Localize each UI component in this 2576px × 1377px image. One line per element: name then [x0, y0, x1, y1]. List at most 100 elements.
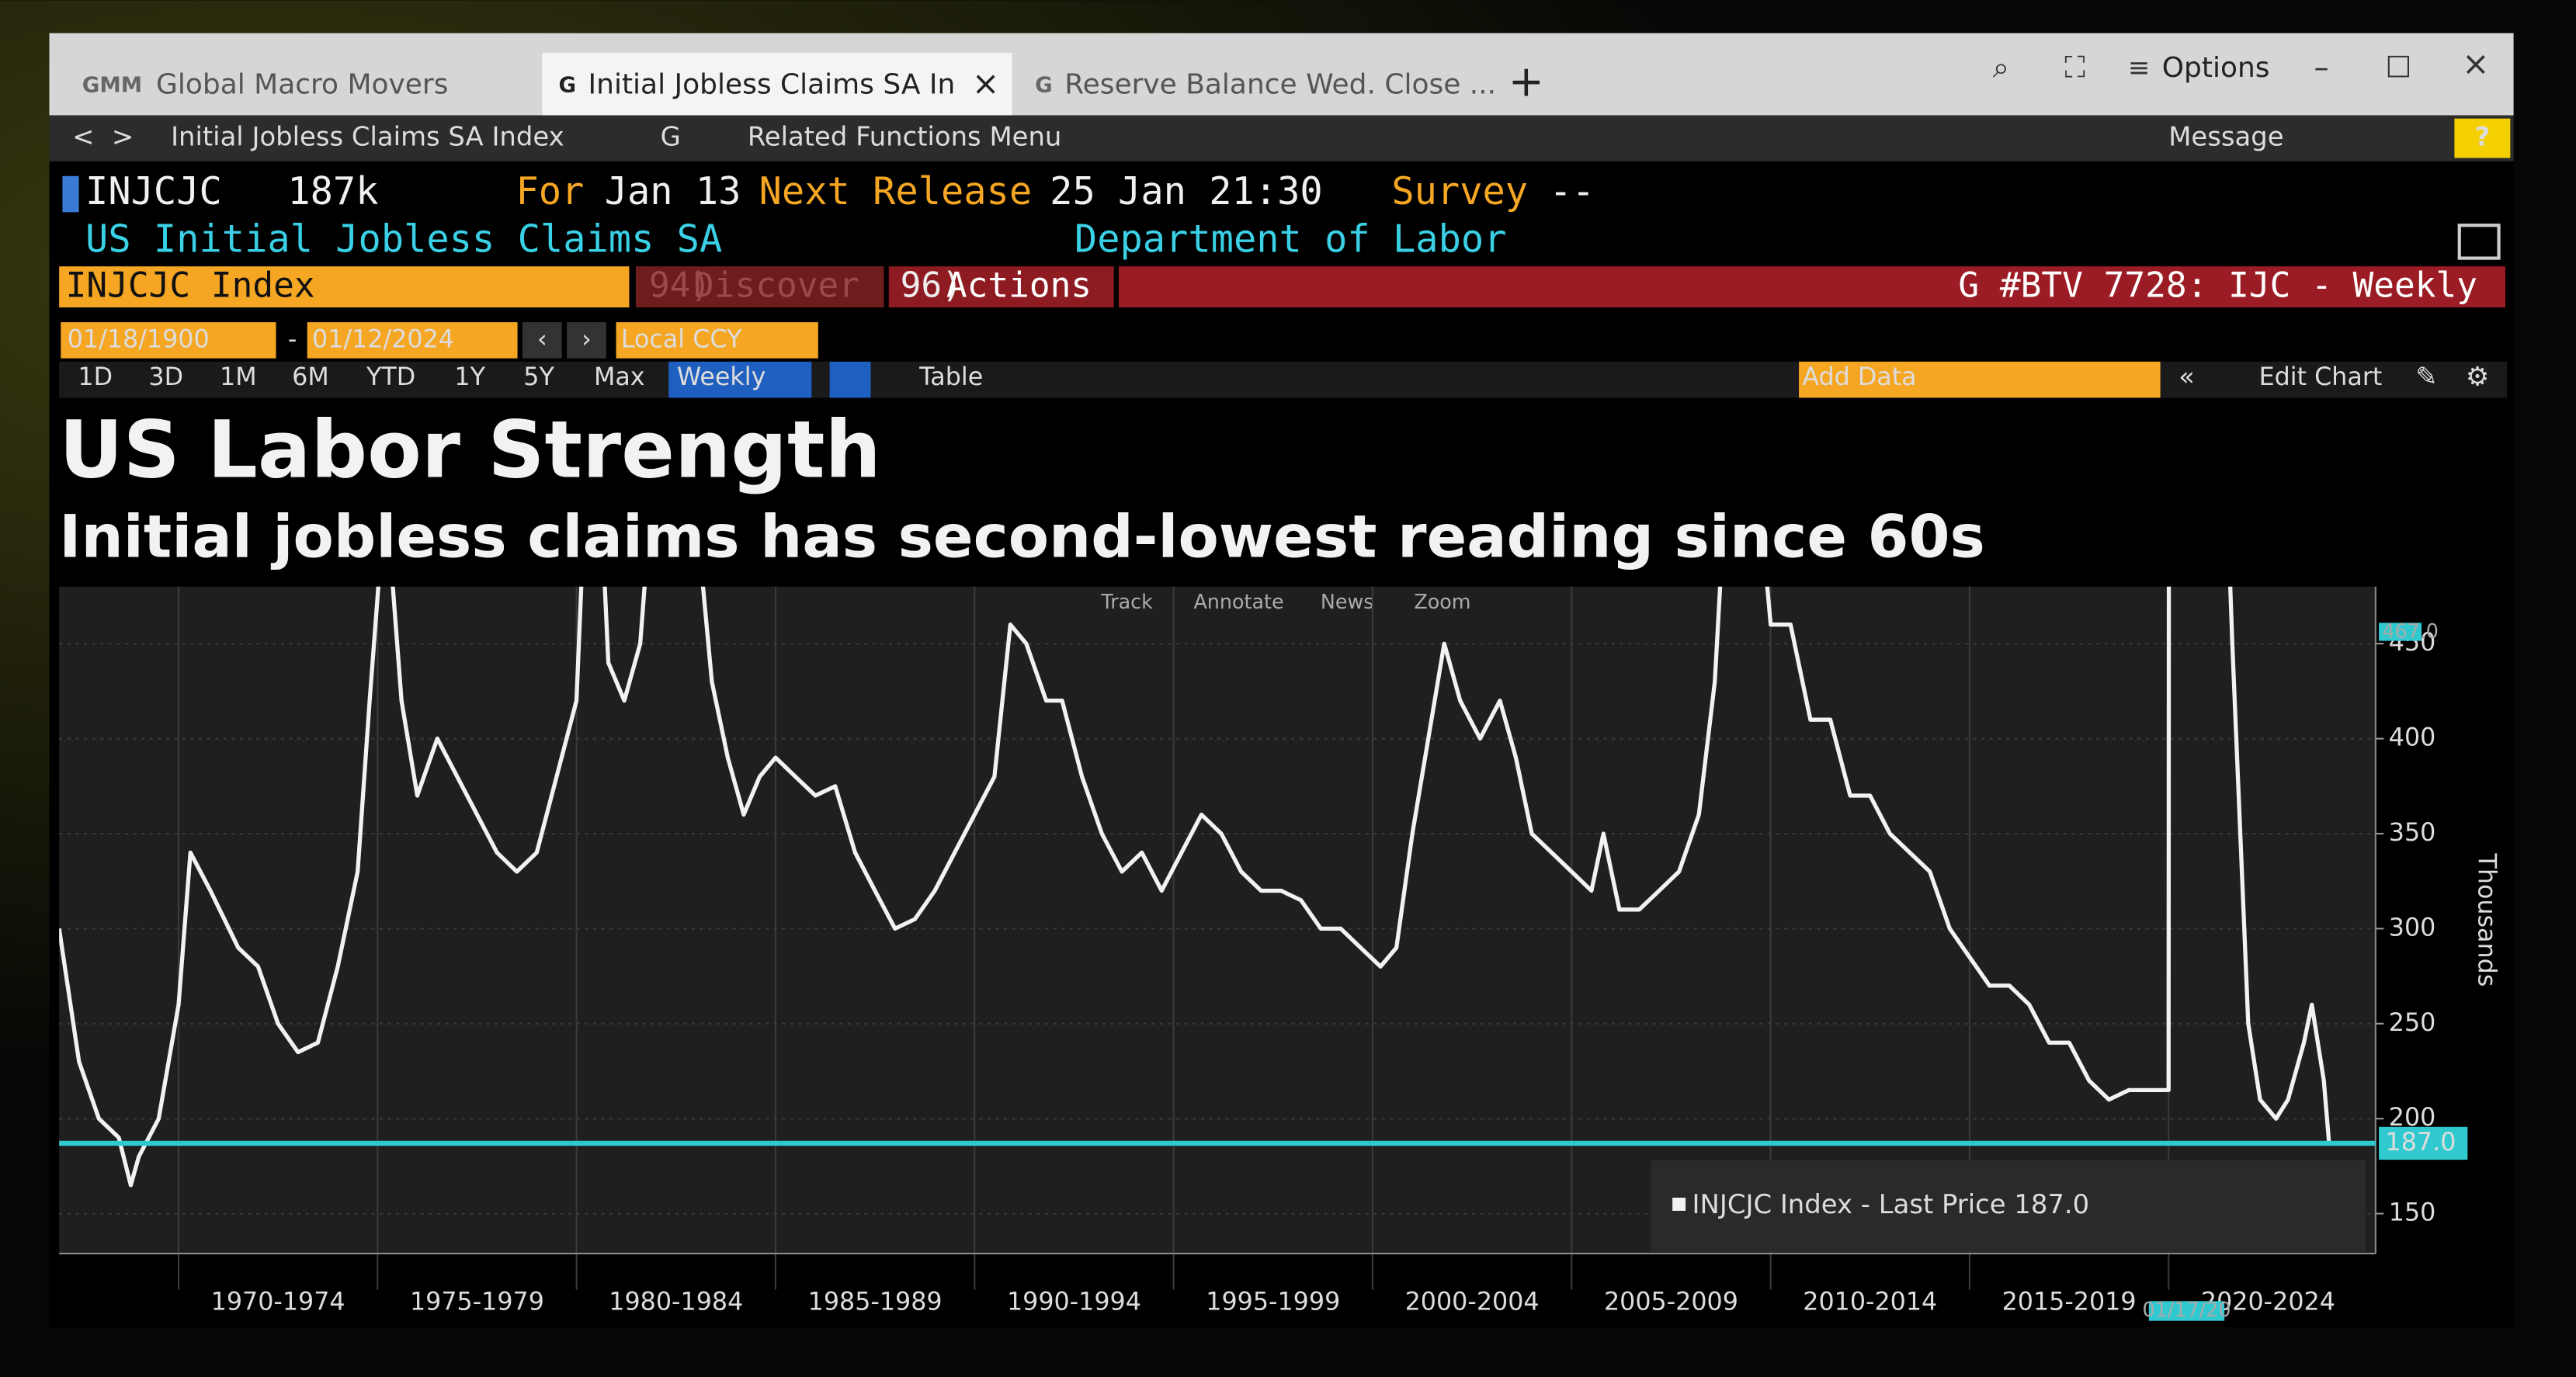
- close-tab[interactable]: ×: [972, 64, 999, 102]
- period-button[interactable]: 1M: [220, 363, 257, 391]
- close-window[interactable]: ×: [2462, 45, 2489, 83]
- add-data-box[interactable]: [1799, 361, 2161, 398]
- function-label: G #BTV 7728: IJC - Weekly: [1958, 266, 2477, 306]
- discover-label[interactable]: Discover: [693, 266, 859, 306]
- actions-label[interactable]: Actions: [946, 266, 1092, 306]
- x-tick-label: 2005-2009: [1604, 1288, 1738, 1316]
- settings-icon[interactable]: ⚙: [2466, 362, 2489, 392]
- chart-tool[interactable]: Track: [1100, 590, 1153, 613]
- frequency-button[interactable]: [668, 361, 812, 398]
- cursor-x-label: 01/17/20: [2143, 1298, 2231, 1321]
- end-date-box[interactable]: [307, 322, 518, 359]
- function-bar: [1119, 266, 2506, 308]
- next-button[interactable]: [567, 322, 606, 359]
- active-tab[interactable]: [542, 53, 1012, 116]
- period-button[interactable]: 1Y: [454, 363, 485, 391]
- maximize[interactable]: ☐: [2385, 50, 2411, 85]
- cursor-y-label: 467.0: [2382, 619, 2439, 643]
- chart-title: US Labor Strength: [59, 404, 881, 495]
- help-button[interactable]: [2454, 118, 2511, 158]
- table-button[interactable]: Table: [918, 363, 983, 391]
- x-tick-label: 2010-2014: [1803, 1288, 1937, 1316]
- plot-area: [59, 586, 2376, 1254]
- frequency-label[interactable]: Weekly: [677, 363, 766, 391]
- period-button[interactable]: 1D: [78, 363, 113, 391]
- security-name: US Initial Jobless Claims SA: [85, 217, 722, 261]
- prev-arrow[interactable]: ‹: [537, 325, 547, 353]
- period-button[interactable]: 6M: [292, 363, 329, 391]
- new-tab[interactable]: +: [1508, 56, 1544, 106]
- security-field[interactable]: INJCJC Index: [66, 266, 315, 306]
- discover-code[interactable]: 94): [649, 266, 711, 306]
- x-tick-label: 1985-1989: [808, 1288, 943, 1316]
- tab-label[interactable]: Initial Jobless Claims SA In: [588, 68, 956, 100]
- chart-tool[interactable]: Annotate: [1193, 590, 1283, 613]
- actions-button[interactable]: [888, 266, 1114, 308]
- discover-button[interactable]: [635, 266, 884, 308]
- x-tick-label: 1980-1984: [609, 1288, 743, 1316]
- chart-tool[interactable]: Zoom: [1414, 590, 1470, 613]
- collapse-icon[interactable]: «: [2178, 362, 2195, 392]
- x-tick-label: 1970-1974: [211, 1288, 345, 1316]
- next-arrow[interactable]: ›: [582, 325, 592, 353]
- tab-code[interactable]: GMM: [82, 72, 142, 97]
- x-tick-label: 1975-1979: [410, 1288, 544, 1316]
- chart-type-button[interactable]: [829, 361, 871, 398]
- legend-swatch: [1672, 1197, 1686, 1211]
- security-menu[interactable]: Initial Jobless Claims SA Index: [171, 122, 564, 152]
- series-line: [59, 586, 2331, 1188]
- tab-code[interactable]: G: [558, 72, 576, 97]
- chart-tool[interactable]: News: [1321, 590, 1374, 613]
- expand-icon[interactable]: ⛶: [2064, 50, 2085, 85]
- last-value-tag: [2379, 1126, 2468, 1160]
- function-menu[interactable]: G: [661, 122, 681, 152]
- ticker: INJCJC: [85, 170, 222, 213]
- period-button[interactable]: 5Y: [523, 363, 554, 391]
- end-date[interactable]: 01/12/2024: [312, 325, 454, 353]
- minimize[interactable]: –: [2314, 50, 2328, 85]
- range-dash: -: [288, 325, 297, 353]
- period-button[interactable]: 3D: [148, 363, 183, 391]
- edit-chart-button[interactable]: Edit Chart: [2259, 363, 2383, 391]
- forward[interactable]: >: [112, 122, 134, 152]
- y-axis-label: Thousands: [2473, 852, 2501, 987]
- tab-label[interactable]: Global Macro Movers: [156, 68, 448, 100]
- edit-icon[interactable]: ✎: [2415, 362, 2437, 392]
- message-button[interactable]: Message: [2168, 122, 2283, 152]
- period-button[interactable]: YTD: [366, 363, 415, 391]
- nav-bar: [49, 115, 2514, 161]
- add-data-field[interactable]: Add Data: [1802, 363, 1916, 391]
- survey-label: Survey: [1391, 170, 1528, 213]
- prev-button[interactable]: [522, 322, 562, 359]
- x-tick-label: 2015-2019: [2002, 1288, 2137, 1316]
- period-button[interactable]: Max: [594, 363, 645, 391]
- ticker-marker: [62, 175, 79, 213]
- search-icon[interactable]: ⌕: [1993, 50, 2009, 85]
- tab-bar: [49, 33, 2514, 116]
- currency-box[interactable]: [616, 322, 818, 359]
- actions-code[interactable]: 96): [901, 266, 963, 306]
- currency[interactable]: Local CCY: [621, 325, 742, 353]
- chart-subtitle: Initial jobless claims has second-lowest…: [59, 502, 1985, 571]
- legend-box: [1651, 1160, 2366, 1252]
- menu-icon[interactable]: ≡: [2128, 53, 2150, 83]
- cursor-y-tag: [2379, 623, 2422, 641]
- help-label[interactable]: ?: [2475, 122, 2491, 152]
- next-date: 25 Jan 21:30: [1050, 170, 1323, 213]
- tab-code[interactable]: G: [1035, 72, 1053, 97]
- source: Department of Labor: [1074, 217, 1507, 261]
- x-tick-label: 2000-2004: [1405, 1288, 1540, 1316]
- back[interactable]: <: [72, 122, 94, 152]
- tab-label[interactable]: Reserve Balance Wed. Close ...: [1064, 68, 1496, 100]
- related-menu[interactable]: Related Functions Menu: [748, 122, 1062, 152]
- last-value-label: 187.0: [2386, 1129, 2456, 1157]
- start-date[interactable]: 01/18/1900: [68, 325, 210, 353]
- security-box[interactable]: [59, 266, 630, 308]
- options-button[interactable]: Options: [2162, 52, 2270, 84]
- next-label: Next Release: [759, 170, 1033, 213]
- for-label: For: [516, 170, 584, 213]
- popout-icon[interactable]: [2457, 224, 2501, 260]
- start-date-box[interactable]: [61, 322, 276, 359]
